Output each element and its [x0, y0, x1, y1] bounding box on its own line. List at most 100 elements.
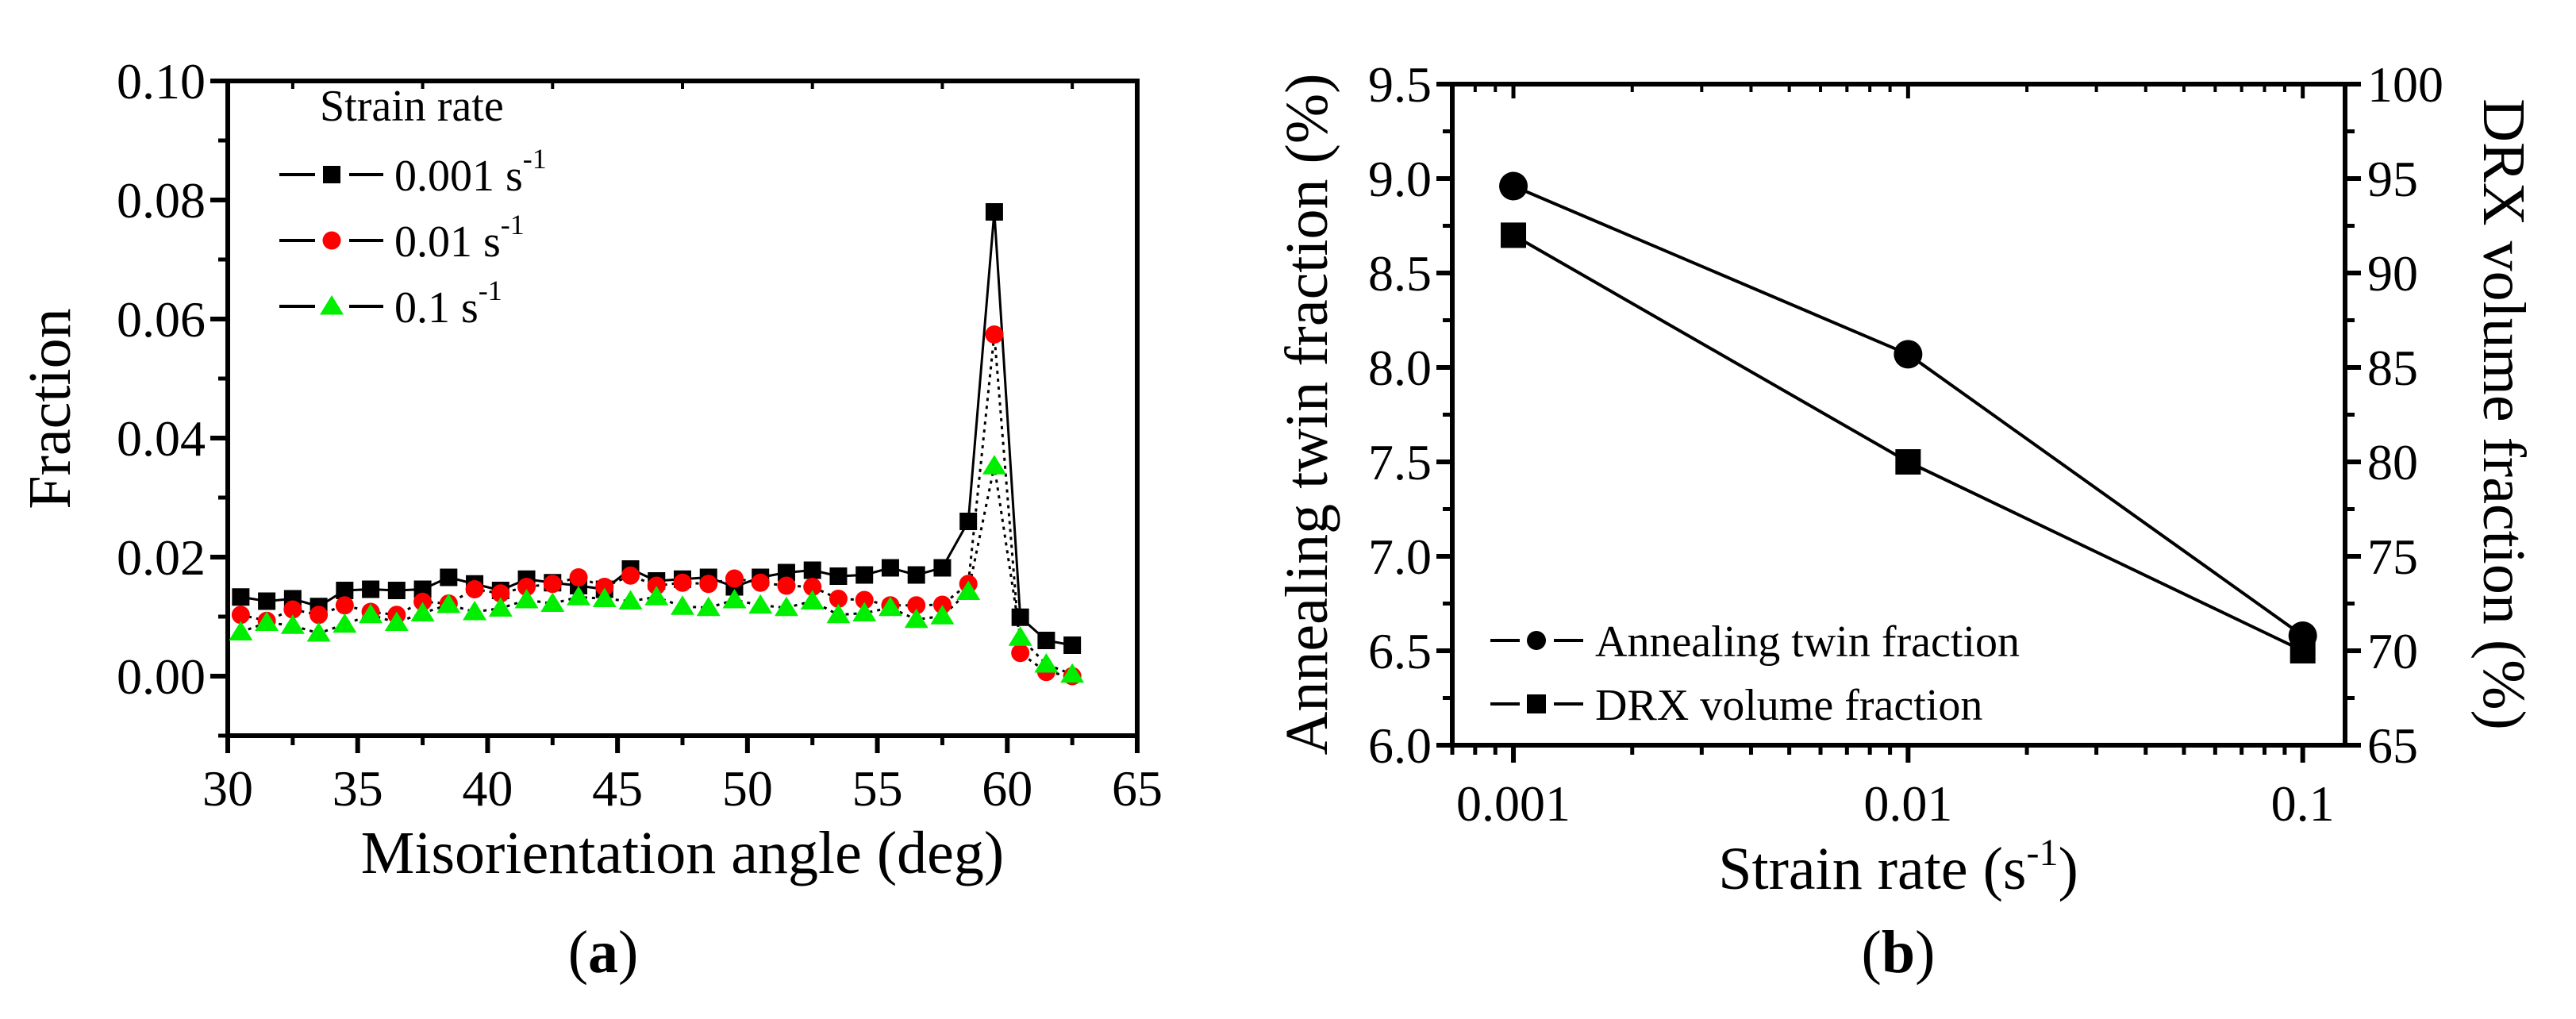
legend-marker — [320, 294, 344, 315]
y-tick-label-a: 0.02 — [117, 529, 206, 586]
x-tick-label-a: 50 — [722, 760, 773, 817]
data-point-a — [1011, 644, 1030, 663]
data-point-a — [333, 613, 357, 633]
data-point-a — [855, 566, 874, 584]
data-point-a — [413, 580, 432, 598]
data-point-a — [803, 578, 822, 596]
y2-tick-label-b: 65 — [2367, 717, 2418, 774]
panel-label-a: (a) — [568, 919, 639, 986]
x-tick-label-a: 40 — [462, 760, 513, 817]
x-tick-label-a: 45 — [592, 760, 643, 817]
data-point-a — [904, 608, 929, 629]
data-point-a — [751, 573, 770, 592]
data-point-a — [569, 568, 588, 586]
legend-label: 0.001 s-1 — [394, 143, 547, 201]
data-point-a — [699, 575, 718, 594]
y-tick-label-b: 9.5 — [1368, 56, 1432, 113]
legend-label: Annealing twin fraction — [1595, 617, 2020, 667]
data-point-a — [488, 597, 513, 617]
data-point-a — [907, 596, 926, 615]
data-point-a — [722, 588, 747, 609]
x-tick-label-a: 60 — [982, 760, 1032, 817]
data-point-a — [592, 587, 617, 608]
data-point-a — [255, 611, 279, 632]
data-point-a — [440, 568, 458, 586]
data-point-a — [514, 588, 539, 609]
data-point-a — [280, 614, 305, 634]
data-point-a — [387, 582, 406, 599]
data-point-a — [878, 596, 902, 617]
data-point-a — [413, 592, 433, 611]
y-tick-label-a: 0.06 — [117, 291, 206, 348]
data-point-a — [725, 569, 744, 588]
legend-marker — [322, 231, 341, 250]
data-point-a — [567, 586, 591, 606]
y-tick-label-b: 7.0 — [1368, 529, 1432, 585]
data-point-b — [1501, 222, 1527, 248]
y-tick-label-b: 8.0 — [1368, 340, 1432, 396]
data-point-a — [985, 325, 1004, 344]
chart-a-series — [229, 203, 1085, 686]
y-tick-label-b: 7.5 — [1368, 434, 1432, 490]
data-point-a — [777, 563, 795, 582]
chart-b-legend: Annealing twin fraction DRX volume fracti… — [1490, 617, 2020, 730]
data-point-a — [543, 575, 562, 594]
y2-tick-label-b: 100 — [2367, 56, 2443, 113]
x-axis-title-b: Strain rate (s-1) — [1718, 832, 2078, 902]
y-tick-label-a: 0.10 — [117, 53, 206, 110]
legend-label: 0.1 s-1 — [394, 275, 502, 333]
data-point-a — [1063, 636, 1082, 654]
y2-tick-label-b: 90 — [2367, 245, 2418, 302]
data-point-a — [491, 584, 510, 603]
data-point-a — [258, 592, 276, 610]
y-tick-label-a: 0.04 — [117, 410, 206, 467]
data-point-b — [1499, 171, 1528, 201]
data-point-a — [463, 600, 487, 621]
data-point-a — [774, 596, 798, 617]
data-point-b — [1895, 449, 1921, 475]
legend-marker — [1527, 694, 1546, 713]
data-point-a — [1011, 608, 1029, 626]
y-axis-title-a: Fraction — [17, 308, 83, 509]
x-tick-label-a: 30 — [202, 760, 253, 817]
data-point-a — [384, 611, 409, 632]
chart-b-series — [1499, 171, 2317, 663]
chart-a-axes: 30 35 40 45 50 55 60 65 0.00 0.02 0.04 0.06 0.08 0.10 — [117, 53, 1163, 817]
y-tick-label-b: 8.5 — [1368, 245, 1432, 302]
data-point-a — [956, 580, 981, 601]
series-line-b — [1513, 233, 2304, 652]
legend-label: DRX volume fraction — [1595, 681, 1982, 730]
data-point-a — [436, 593, 461, 613]
y2-tick-label-b: 95 — [2367, 151, 2418, 207]
data-point-b — [1894, 340, 1923, 369]
series-line-b — [1513, 184, 2304, 637]
y-tick-label-b: 6.0 — [1368, 717, 1432, 774]
data-point-a — [618, 590, 643, 610]
data-point-a — [231, 606, 250, 625]
x-tick-label-a: 65 — [1112, 760, 1163, 817]
data-point-a — [829, 567, 848, 585]
y2-tick-label-b: 85 — [2367, 340, 2418, 396]
panel-label-b: (b) — [1862, 919, 1936, 986]
data-point-a — [933, 559, 952, 577]
data-point-a — [540, 592, 565, 613]
x-tick-label-b: 0.01 — [1863, 775, 1952, 832]
data-point-a — [229, 621, 253, 641]
data-point-a — [671, 595, 694, 615]
y-axis-title-b-left: Annealing twin fraction (%) — [1274, 74, 1340, 756]
y-tick-label-a: 0.08 — [117, 172, 206, 229]
y-axis-title-b-right: DRX volume fraction (%) — [2470, 98, 2537, 730]
y2-tick-label-b: 70 — [2367, 623, 2418, 679]
x-tick-label-a: 35 — [333, 760, 383, 817]
x-tick-label-b: 0.1 — [2271, 775, 2335, 832]
data-point-a — [362, 580, 380, 598]
data-point-a — [829, 590, 848, 608]
data-point-a — [673, 573, 692, 592]
plot-frame-a — [225, 79, 1140, 738]
data-point-a — [803, 561, 821, 579]
data-point-a — [232, 588, 250, 606]
data-point-a — [1037, 632, 1055, 649]
data-point-a — [310, 606, 329, 625]
legend-title: Strain rate — [320, 82, 504, 131]
